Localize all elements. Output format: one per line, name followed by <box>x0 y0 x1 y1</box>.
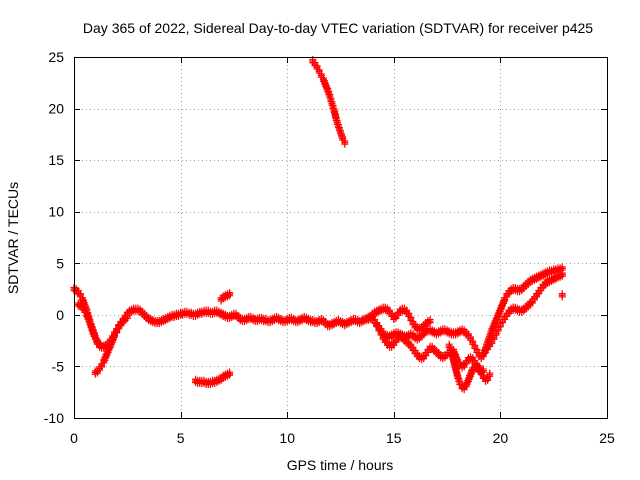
data-point <box>496 323 504 331</box>
data-point <box>492 331 500 339</box>
series-main-trace <box>70 263 566 363</box>
x-tick-label: 25 <box>599 430 615 446</box>
series-rising-lower-branch <box>481 269 566 357</box>
data-point <box>111 333 119 341</box>
x-tick-label: 0 <box>70 430 78 446</box>
axis-ticks <box>74 57 608 419</box>
y-tick-label: 10 <box>48 204 64 220</box>
data-point <box>484 376 492 384</box>
y-tick-label: -10 <box>44 410 64 426</box>
data-point <box>488 339 496 347</box>
y-tick-label: 25 <box>48 49 64 65</box>
data-point <box>96 343 104 351</box>
data-point <box>479 368 487 376</box>
series-mid-lower-branch <box>373 320 451 364</box>
x-tick-label: 15 <box>386 430 402 446</box>
chart-title: Day 365 of 2022, Sidereal Day-to-day VTE… <box>83 20 593 36</box>
data-point <box>113 329 121 337</box>
data-point <box>226 371 234 379</box>
series-outlier <box>558 290 566 301</box>
data-point <box>501 297 509 305</box>
series-isolated-low-segment <box>192 368 234 389</box>
data-point <box>494 327 502 335</box>
series-high-descending-segment <box>309 56 349 148</box>
series-early-lower-branch <box>74 299 104 351</box>
series-late-mid-branch <box>449 345 487 378</box>
data-point <box>341 140 349 148</box>
y-tick-label: 0 <box>56 307 64 323</box>
data-point <box>486 372 494 380</box>
data-point <box>226 292 234 300</box>
series-short-segment-near-7 <box>217 289 234 305</box>
x-tick-label: 20 <box>493 430 509 446</box>
series-mid-upper-branch <box>364 303 434 335</box>
x-tick-labels: 0 5 10 15 20 25 <box>70 430 615 446</box>
y-tick-label: 5 <box>56 255 64 271</box>
series-dip-branch <box>91 311 131 378</box>
data-point <box>426 319 434 327</box>
data-point <box>123 315 131 323</box>
data-point <box>479 353 487 361</box>
y-tick-label: 15 <box>48 152 64 168</box>
x-tick-label: 5 <box>177 430 185 446</box>
data-point <box>98 363 106 371</box>
y-axis-label: SDTVAR / TECUs <box>5 182 21 294</box>
y-tick-label: -5 <box>52 358 65 374</box>
x-tick-label: 10 <box>279 430 295 446</box>
y-tick-labels: -10 -5 0 5 10 15 20 25 <box>44 49 64 426</box>
data-points <box>70 56 566 394</box>
y-tick-label: 20 <box>48 101 64 117</box>
grid-lines <box>74 57 607 418</box>
x-axis-label: GPS time / hours <box>287 457 394 473</box>
data-point <box>490 335 498 343</box>
data-point <box>558 293 566 301</box>
data-point <box>558 272 566 280</box>
plot-frame <box>74 57 608 419</box>
